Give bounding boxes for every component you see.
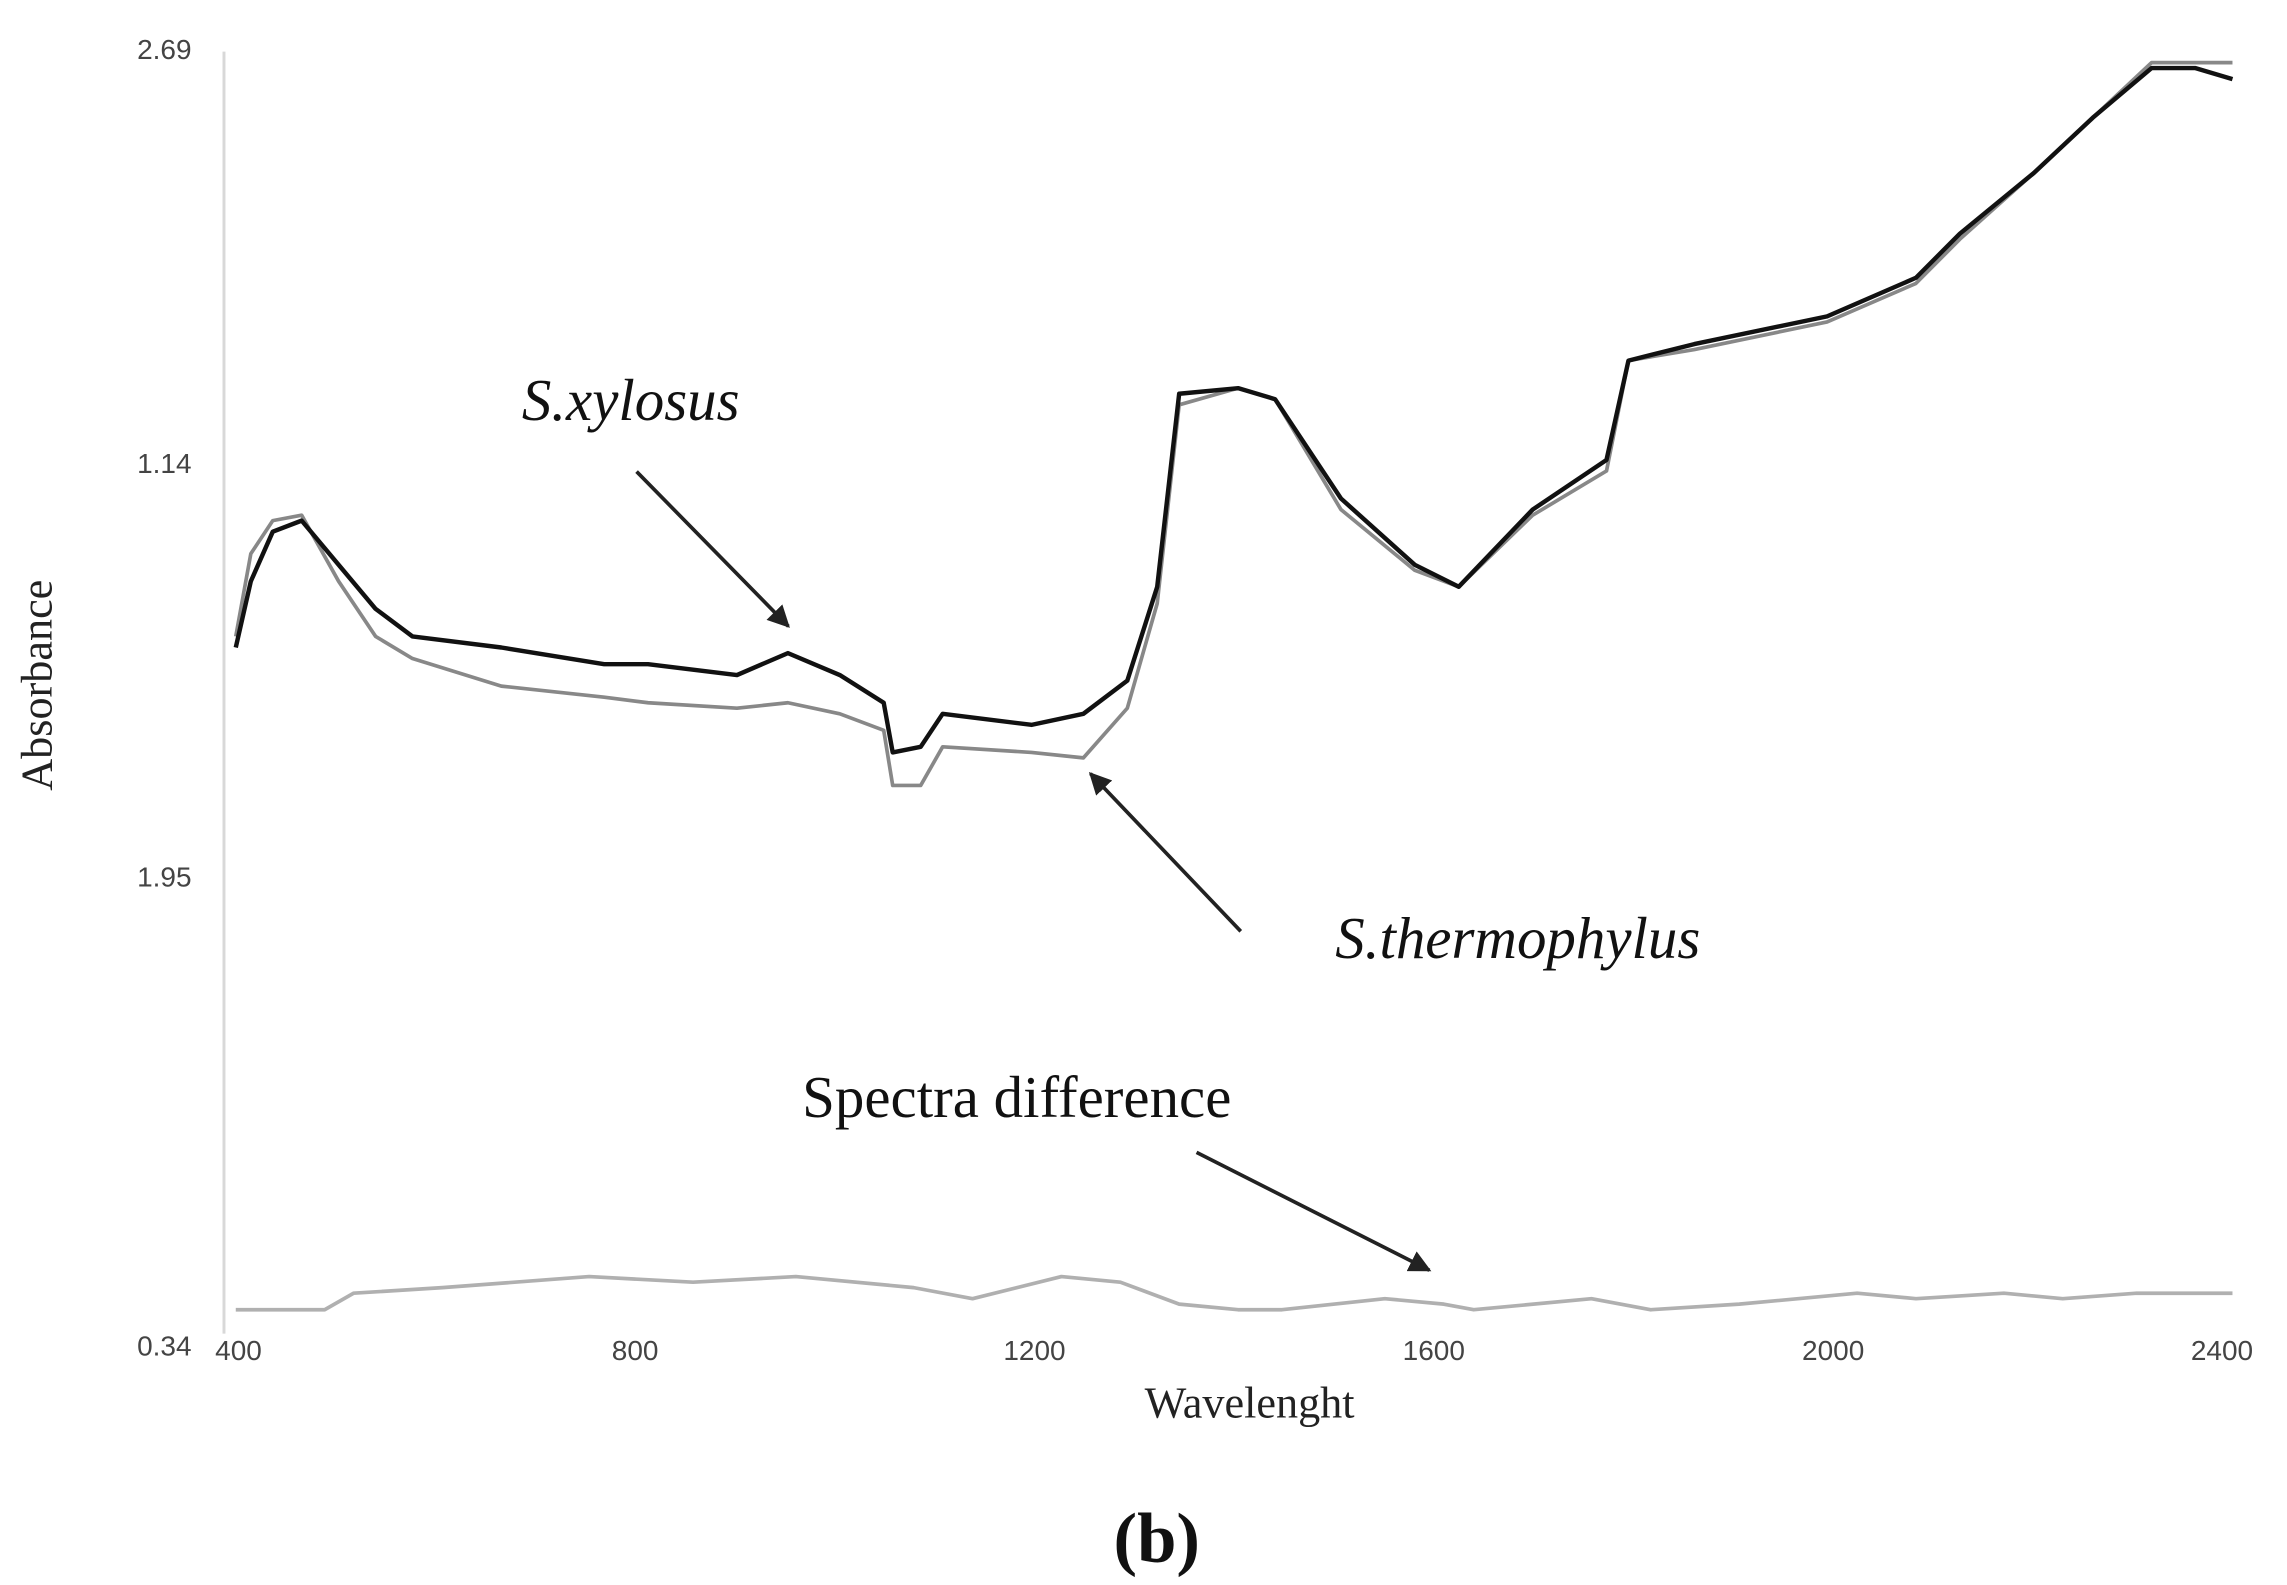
x-tick-label: 400: [215, 1335, 262, 1366]
y-tick-label: 1.14: [137, 448, 191, 479]
annotation: Spectra difference: [802, 1064, 1231, 1130]
x-tick-label: 2400: [2191, 1335, 2253, 1366]
x-tick-label: 1600: [1403, 1335, 1465, 1366]
x-tick-label: 800: [612, 1335, 659, 1366]
line-series: [233, 65, 2234, 755]
annotation: S.xylosus: [522, 367, 740, 433]
y-tick-label: 1.95: [137, 862, 191, 893]
y-tick-label: 2.69: [137, 34, 191, 65]
line-series: [235, 1274, 2233, 1312]
y-axis-label: Absorbance: [13, 580, 62, 791]
y-tick-label: 0.34: [137, 1331, 191, 1362]
arrow: [635, 470, 790, 628]
arrow: [1195, 1150, 1432, 1272]
line-series: [233, 60, 2233, 788]
annotation: S.thermophylus: [1335, 905, 1700, 971]
arrow: [1088, 772, 1243, 933]
caption: (b): [1114, 1500, 1200, 1578]
x-tick-label: 2000: [1802, 1335, 1864, 1366]
x-axis-label: Wavelenght: [1145, 1379, 1356, 1428]
x-tick-label: 1200: [1003, 1335, 1065, 1366]
